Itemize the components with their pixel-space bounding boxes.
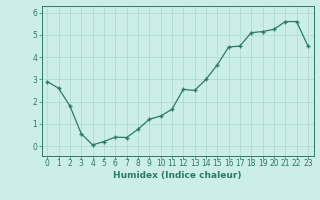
X-axis label: Humidex (Indice chaleur): Humidex (Indice chaleur) xyxy=(113,171,242,180)
